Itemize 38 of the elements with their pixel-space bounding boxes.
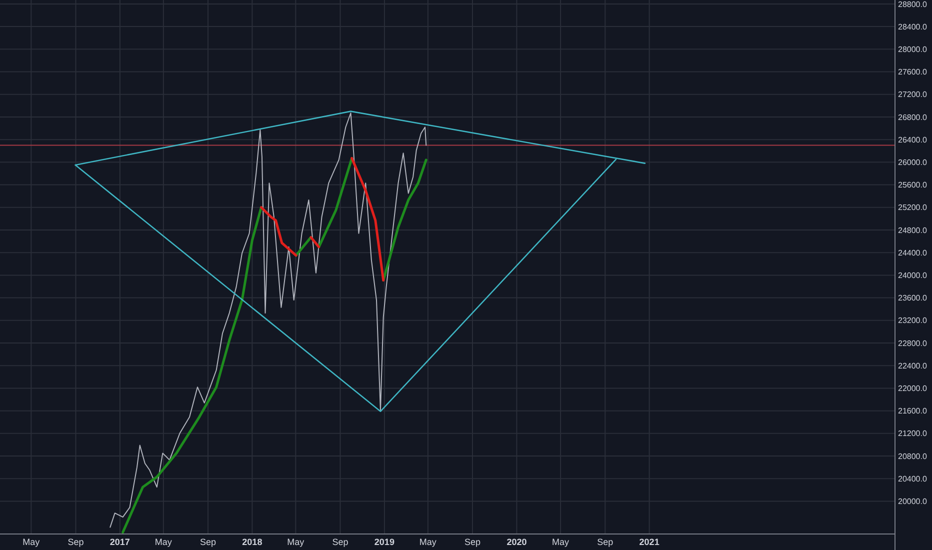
y-tick-label: 26400.0 bbox=[898, 135, 928, 144]
x-tick-label: Sep bbox=[332, 537, 348, 547]
x-tick-label: Sep bbox=[200, 537, 216, 547]
y-tick-label: 27200.0 bbox=[898, 90, 928, 100]
y-tick-label: 28800.0 bbox=[898, 0, 928, 9]
x-tick-label: May bbox=[154, 537, 172, 547]
y-tick-label: 20000.0 bbox=[898, 497, 928, 506]
y-tick-label: 23600.0 bbox=[898, 294, 928, 303]
y-tick-label: 25600.0 bbox=[898, 180, 928, 190]
y-tick-label: 21200.0 bbox=[898, 429, 928, 438]
y-tick-label: 22800.0 bbox=[898, 338, 928, 348]
y-tick-label: 21600.0 bbox=[898, 406, 928, 416]
y-tick-label: 28400.0 bbox=[898, 22, 928, 32]
y-tick-label: 20800.0 bbox=[898, 452, 928, 461]
y-tick-label: 22000.0 bbox=[898, 384, 928, 394]
y-tick-label: 24800.0 bbox=[898, 226, 928, 235]
x-tick-label: May bbox=[419, 537, 437, 547]
y-tick-label: 27600.0 bbox=[898, 68, 928, 77]
x-tick-label: May bbox=[552, 537, 570, 547]
x-tick-label: Sep bbox=[68, 537, 84, 547]
y-tick-label: 28000.0 bbox=[898, 44, 928, 54]
x-tick-label: 2020 bbox=[506, 537, 527, 547]
y-tick-label: 26800.0 bbox=[898, 112, 928, 122]
y-tick-label: 22400.0 bbox=[898, 361, 928, 370]
x-tick-label: 2017 bbox=[110, 537, 130, 547]
x-tick-label: 2019 bbox=[374, 537, 394, 547]
x-tick-label: Sep bbox=[597, 537, 614, 547]
x-tick-label: Sep bbox=[464, 537, 481, 547]
y-tick-label: 25200.0 bbox=[898, 203, 928, 212]
x-tick-label: May bbox=[22, 537, 40, 547]
x-tick-label: 2018 bbox=[242, 537, 262, 547]
y-tick-label: 24000.0 bbox=[898, 270, 928, 280]
y-tick-label: 23200.0 bbox=[898, 316, 928, 326]
x-tick-label: 2021 bbox=[639, 537, 660, 547]
y-tick-label: 26000.0 bbox=[898, 158, 928, 167]
x-tick-label: May bbox=[287, 537, 305, 547]
y-tick-label: 20400.0 bbox=[898, 474, 928, 484]
y-tick-label: 24400.0 bbox=[898, 248, 928, 258]
